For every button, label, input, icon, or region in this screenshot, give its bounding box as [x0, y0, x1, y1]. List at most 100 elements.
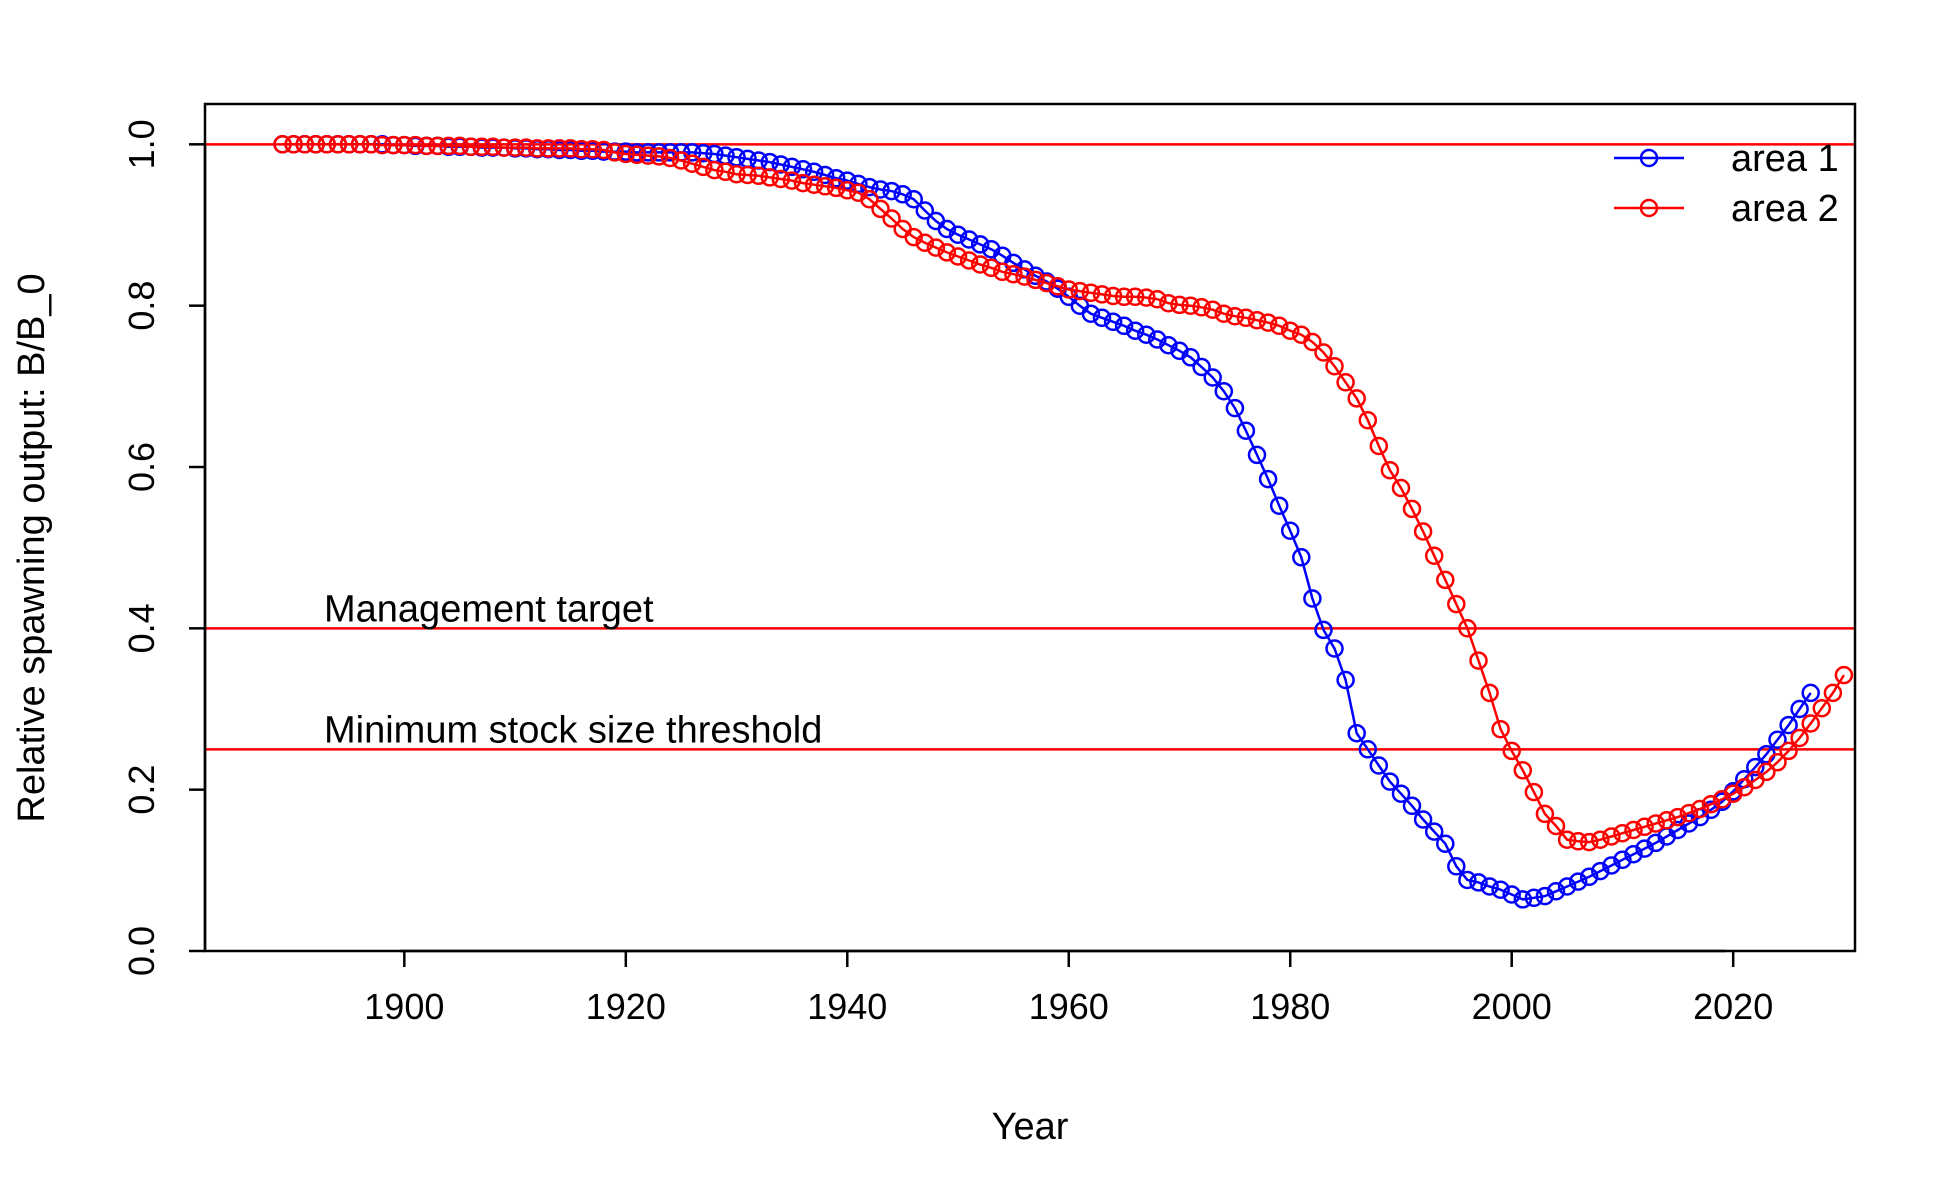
- data-point: [539, 139, 558, 158]
- data-point: [1424, 546, 1444, 565]
- data-point: [705, 160, 724, 180]
- data-point: [450, 136, 469, 156]
- data-point: [472, 137, 492, 157]
- reference-line-label: Management target: [324, 588, 654, 630]
- reference-line-label: Minimum stock size threshold: [324, 709, 822, 751]
- data-point: [361, 135, 381, 154]
- data-point: [1458, 619, 1477, 638]
- x-tick-label: 1940: [807, 986, 887, 1027]
- x-tick-label: 2000: [1472, 986, 1552, 1027]
- reference-lines: Management target Minimum stock size thre…: [205, 143, 1855, 751]
- data-point: [284, 135, 303, 154]
- data-point: [915, 201, 935, 220]
- data-point: [660, 148, 680, 168]
- data-point: [1092, 308, 1112, 328]
- data-point: [1568, 832, 1588, 851]
- data-point: [516, 138, 536, 157]
- data-point: [1059, 280, 1079, 299]
- data-point: [428, 136, 447, 156]
- data-point: [527, 139, 547, 158]
- data-point: [1280, 321, 1300, 340]
- data-point: [1790, 699, 1809, 719]
- data-point: [1436, 834, 1455, 853]
- data-point: [1668, 807, 1688, 827]
- data-point: [1292, 548, 1311, 567]
- data-point: [716, 162, 735, 182]
- data-point: [1081, 283, 1101, 303]
- data-point: [439, 136, 458, 156]
- data-point: [1679, 803, 1699, 823]
- data-point: [970, 255, 990, 274]
- data-point: [959, 230, 979, 249]
- data-point: [1779, 715, 1798, 735]
- data-point: [461, 137, 481, 157]
- data-point: [273, 135, 292, 154]
- data-point: [1236, 421, 1256, 440]
- data-point: [1125, 287, 1145, 307]
- data-point: [1424, 822, 1444, 841]
- data-point: [904, 189, 923, 209]
- data-point: [1712, 790, 1732, 809]
- y-axis-label: Relative spawning output: B/B_0: [11, 273, 53, 822]
- data-point: [1336, 373, 1355, 392]
- x-tick-label: 1900: [364, 986, 444, 1027]
- data-point: [948, 225, 968, 244]
- data-point: [1812, 698, 1832, 718]
- data-point: [1181, 296, 1200, 315]
- data-point: [1646, 814, 1665, 833]
- data-point: [793, 160, 813, 179]
- data-point: [1413, 810, 1433, 829]
- data-point: [826, 178, 846, 198]
- data-point: [1402, 796, 1422, 816]
- data-point: [1579, 832, 1599, 852]
- data-point: [682, 154, 702, 173]
- data-point: [1070, 281, 1090, 301]
- data-point: [782, 171, 802, 190]
- data-point: [1280, 521, 1300, 540]
- data-point: [1181, 348, 1200, 367]
- data-point: [1557, 877, 1577, 896]
- data-point: [616, 144, 636, 164]
- data-point: [1491, 880, 1510, 899]
- data-point: [1447, 594, 1466, 614]
- data-point: [483, 137, 503, 157]
- data-point: [328, 135, 348, 154]
- data-point: [1358, 740, 1378, 759]
- data-point: [738, 165, 757, 185]
- data-point: [1081, 304, 1101, 323]
- data-point: [1148, 289, 1167, 309]
- data-point: [1568, 872, 1588, 891]
- data-point: [1192, 357, 1211, 377]
- data-point: [793, 173, 813, 193]
- data-point: [1834, 665, 1854, 685]
- data-point: [395, 135, 414, 155]
- data-point: [882, 209, 901, 228]
- data-point: [1624, 820, 1643, 840]
- data-point: [1325, 639, 1344, 658]
- data-point: [1303, 589, 1322, 608]
- data-point: [1236, 308, 1256, 328]
- data-point: [1602, 856, 1621, 875]
- data-point: [627, 145, 647, 165]
- data-point: [1480, 683, 1499, 703]
- data-point: [1170, 295, 1189, 315]
- data-point: [1114, 287, 1134, 307]
- data-point: [1369, 756, 1389, 775]
- data-point: [804, 162, 824, 182]
- data-point: [1602, 827, 1621, 846]
- data-point: [860, 189, 879, 209]
- data-point: [815, 165, 835, 185]
- data-point: [694, 143, 713, 163]
- y-tick-label: 0.8: [121, 281, 162, 331]
- data-point: [1247, 445, 1267, 465]
- legend-label: area 1: [1731, 138, 1839, 180]
- data-point: [1469, 873, 1488, 892]
- data-point: [727, 164, 746, 184]
- data-point: [1159, 335, 1178, 355]
- data-point: [1303, 332, 1322, 352]
- data-point: [1148, 330, 1167, 349]
- data-point: [1624, 844, 1643, 864]
- legend-label: area 2: [1731, 188, 1839, 230]
- data-point: [1258, 313, 1278, 332]
